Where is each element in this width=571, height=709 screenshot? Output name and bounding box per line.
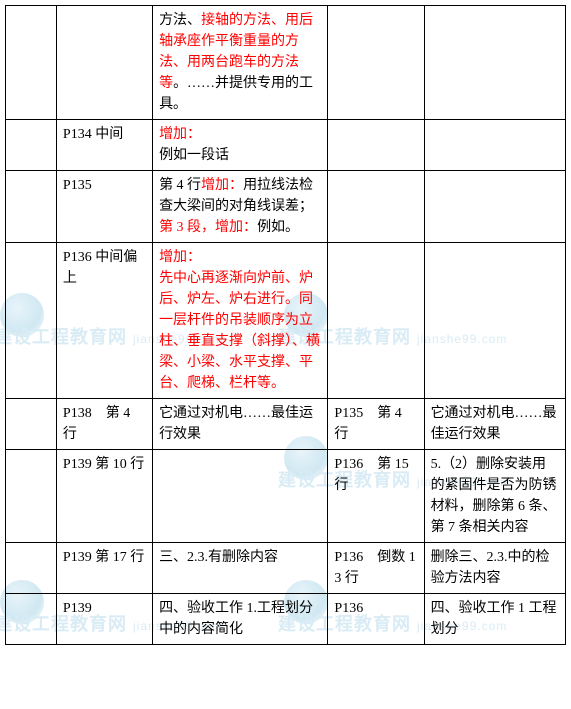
text-segment: 三、2.3.有删除内容 xyxy=(159,550,278,565)
cell-col1 xyxy=(6,243,57,399)
cell-col3: 它通过对机电……最佳运行效果 xyxy=(153,399,328,450)
table-row: P138 第 4 行它通过对机电……最佳运行效果P135 第 4 行它通过对机电… xyxy=(6,399,566,450)
table-row: 方法、接轴的方法、用后轴承座作平衡重量的方法、用两台跑车的方法等。……并提供专用… xyxy=(6,6,566,120)
cell-col5: 四、验收工作 1 工程划分 xyxy=(424,594,565,645)
text-segment: 方法、 xyxy=(159,13,201,28)
cell-col1 xyxy=(6,171,57,243)
text-segment-red: 先中心再逐渐向炉前、炉后、炉左、炉右进行。同一层杆件的吊装顺序为立柱、垂直支撑（… xyxy=(159,271,320,391)
cell-col2: P138 第 4 行 xyxy=(56,399,152,450)
text-segment-red: 增加： xyxy=(159,250,201,265)
cell-col4 xyxy=(328,243,424,399)
table-row: P135第 4 行增加：用拉线法检查大梁间的对角线误差；第 3 段，增加：例如。 xyxy=(6,171,566,243)
cell-col1 xyxy=(6,399,57,450)
text-segment: 。……并提供专用的工具。 xyxy=(159,76,313,112)
cell-col2: P134 中间 xyxy=(56,120,152,171)
text-segment-red: 增加： xyxy=(159,127,201,142)
cell-col1 xyxy=(6,6,57,120)
table-row: P139 第 10 行 P136 第 15 行5.（2）删除安装用的紧固件是否为防… xyxy=(6,450,566,543)
cell-col5 xyxy=(424,6,565,120)
cell-col1 xyxy=(6,120,57,171)
cell-col2: P135 xyxy=(56,171,152,243)
cell-col1 xyxy=(6,594,57,645)
cell-col5: 5.（2）删除安装用的紧固件是否为防锈材料，删除第 6 条、第 7 条相关内容 xyxy=(424,450,565,543)
cell-col4: P136 第 15 行 xyxy=(328,450,424,543)
text-segment: 它通过对机电……最佳运行效果 xyxy=(159,406,313,442)
cell-col2 xyxy=(56,6,152,120)
cell-col3: 增加： 先中心再逐渐向炉前、炉后、炉左、炉右进行。同一层杆件的吊装顺序为立柱、垂直… xyxy=(153,243,328,399)
cell-col3 xyxy=(153,450,328,543)
text-segment-red: 第 3 段，增加： xyxy=(159,220,257,235)
cell-col1 xyxy=(6,543,57,594)
cell-col4: P136 xyxy=(328,594,424,645)
text-segment: 第 4 行 xyxy=(159,178,201,193)
table-row: P139四、验收工作 1.工程划分中的内容简化 P136四、验收工作 1 工程划分 xyxy=(6,594,566,645)
cell-col3: 四、验收工作 1.工程划分中的内容简化 xyxy=(153,594,328,645)
cell-col3: 方法、接轴的方法、用后轴承座作平衡重量的方法、用两台跑车的方法等。……并提供专用… xyxy=(153,6,328,120)
comparison-table: 方法、接轴的方法、用后轴承座作平衡重量的方法、用两台跑车的方法等。……并提供专用… xyxy=(5,5,566,645)
cell-col5 xyxy=(424,243,565,399)
cell-col5: 它通过对机电……最佳运行效果 xyxy=(424,399,565,450)
cell-col4: P136 倒数 13 行 xyxy=(328,543,424,594)
cell-col3: 第 4 行增加：用拉线法检查大梁间的对角线误差；第 3 段，增加：例如。 xyxy=(153,171,328,243)
text-segment: 例如一段话 xyxy=(159,148,229,163)
text-segment-red: 增加： xyxy=(201,178,243,193)
cell-col3: 三、2.3.有删除内容 xyxy=(153,543,328,594)
cell-col2: P139 第 10 行 xyxy=(56,450,152,543)
text-segment: 例如。 xyxy=(257,220,299,235)
table-row: P134 中间增加： 例如一段话 xyxy=(6,120,566,171)
cell-col4 xyxy=(328,171,424,243)
cell-col2: P136 中间偏上 xyxy=(56,243,152,399)
cell-col1 xyxy=(6,450,57,543)
cell-col3: 增加： 例如一段话 xyxy=(153,120,328,171)
table-row: P139 第 17 行三、2.3.有删除内容 P136 倒数 13 行删除三、2.… xyxy=(6,543,566,594)
cell-col5: 删除三、2.3.中的检验方法内容 xyxy=(424,543,565,594)
text-segment: 四、验收工作 1.工程划分中的内容简化 xyxy=(159,601,313,637)
cell-col4 xyxy=(328,120,424,171)
cell-col4: P135 第 4 行 xyxy=(328,399,424,450)
table-row: P136 中间偏上增加： 先中心再逐渐向炉前、炉后、炉左、炉右进行。同一层杆件的吊… xyxy=(6,243,566,399)
cell-col2: P139 第 17 行 xyxy=(56,543,152,594)
cell-col5 xyxy=(424,120,565,171)
cell-col2: P139 xyxy=(56,594,152,645)
cell-col5 xyxy=(424,171,565,243)
cell-col4 xyxy=(328,6,424,120)
